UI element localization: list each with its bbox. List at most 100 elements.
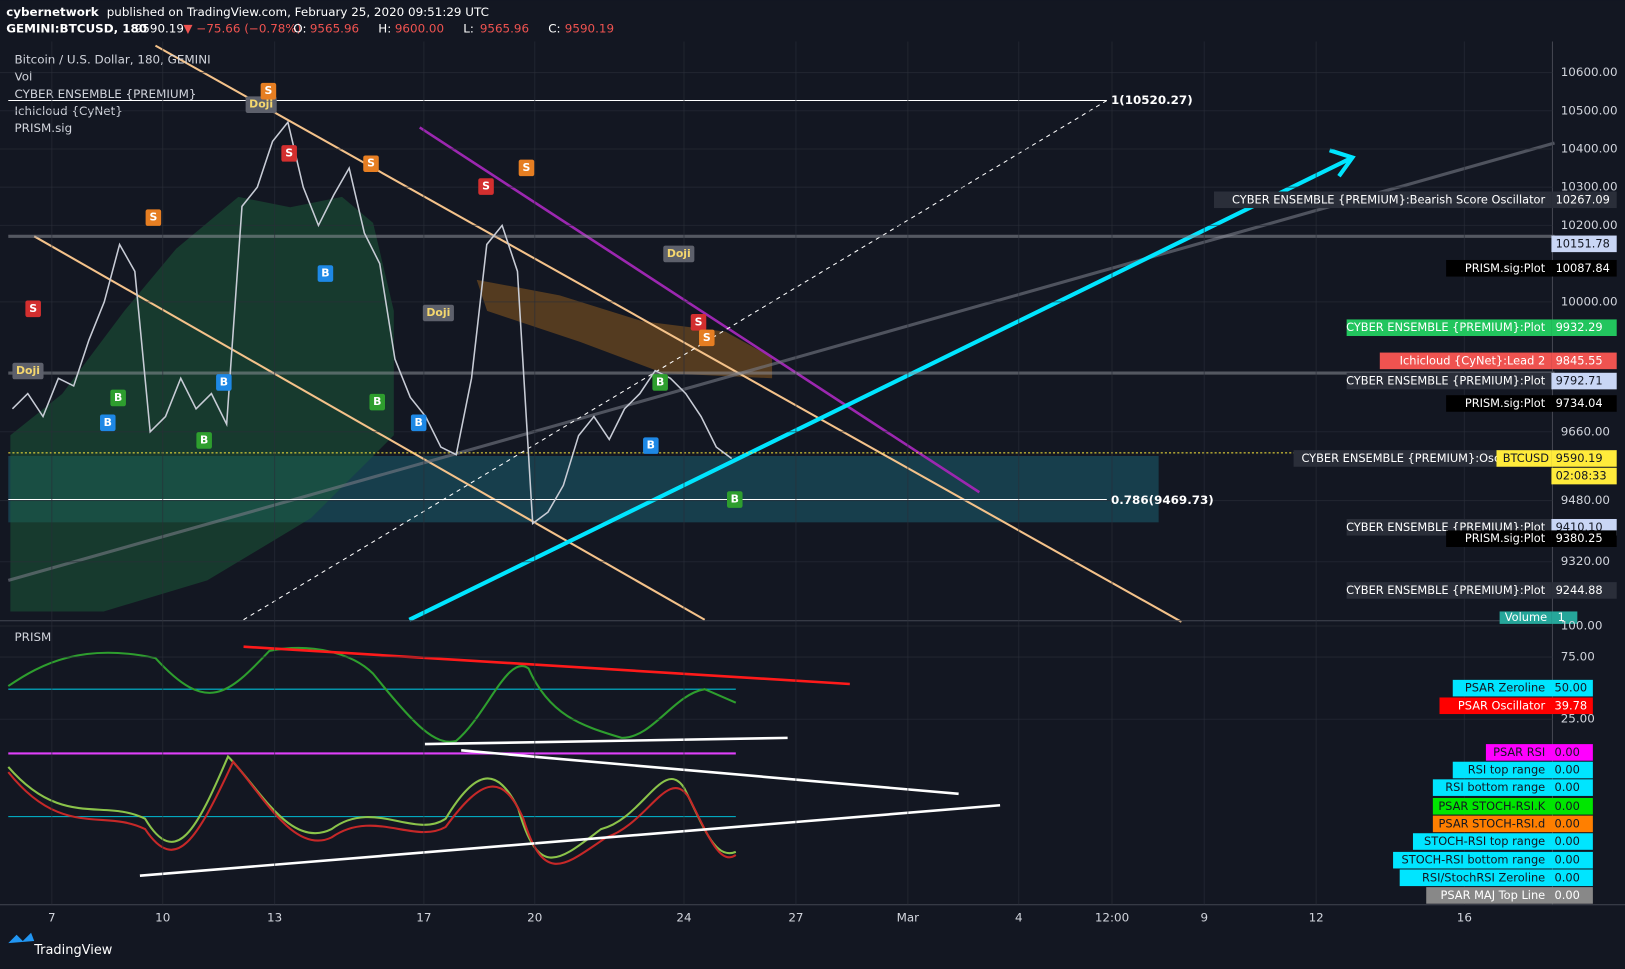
prism-tag-name: PSAR RSI (1493, 745, 1545, 759)
ohlc-key: H: (378, 22, 391, 36)
price-tick-label: 9320.00 (1561, 554, 1610, 568)
stoch-d (7, 759, 737, 865)
psar-oscillator (7, 647, 737, 743)
legend-item: CYBER ENSEMBLE {PREMIUM} (15, 87, 197, 101)
marker-box (12, 362, 44, 380)
marker-box (25, 300, 41, 318)
tag-value: 9734.04 (1556, 396, 1603, 410)
tag-value-box (1551, 235, 1617, 253)
prism-tag-value: 0.00 (1555, 780, 1580, 794)
prism-tag-value: 0.00 (1555, 888, 1580, 902)
tag-value-box (1551, 450, 1617, 467)
tag-name-box (1446, 259, 1552, 277)
prism-tag-name: STOCH-RSI bottom range (1402, 853, 1546, 867)
price-tick-label: 10500.00 (1561, 103, 1618, 117)
price-tick-label: 10200.00 (1561, 218, 1618, 232)
prism-tag-name: PSAR STOCH-RSI.d (1439, 816, 1546, 830)
tag-name: PRISM.sig:Plot (1465, 396, 1546, 410)
pane-title: PRISM (15, 630, 52, 644)
prism-tag-value: 0.00 (1555, 799, 1580, 813)
marker-label: B (220, 375, 228, 388)
marker-box (281, 145, 297, 162)
legend-item: PRISM.sig (15, 121, 73, 135)
marker-label: B (415, 416, 423, 429)
prism-tag-name: PSAR Oscillator (1458, 698, 1546, 712)
marker-label: B (647, 439, 655, 452)
marker-label: S (264, 84, 272, 97)
prism-tick-label: 25.00 (1561, 712, 1595, 726)
marker-label: S (149, 211, 157, 224)
ohlc-key: C: (548, 22, 560, 36)
tag-name-box (1293, 450, 1552, 467)
marker-box (727, 491, 743, 508)
prism-tag-box (1485, 744, 1593, 761)
header-symbol: GEMINI:BTCUSD, 180 (6, 22, 147, 36)
tag-value-box (1551, 191, 1617, 209)
tag-name-box (1213, 191, 1552, 209)
tag-value: 9932.29 (1556, 320, 1603, 334)
ohlc-value: 9565.96 (310, 22, 359, 36)
trend-line (424, 736, 788, 746)
marker-box (690, 314, 707, 331)
prism-tag-value: 39.78 (1555, 698, 1588, 712)
prism-tick-label: 100.00 (1561, 618, 1603, 632)
btc-tag-box (1496, 450, 1552, 467)
prism-tag-value: 0.00 (1555, 834, 1580, 848)
marker-label: B (373, 395, 381, 408)
time-tick-label: 7 (48, 911, 56, 925)
marker-box (369, 393, 386, 411)
prism-tag-box (1412, 833, 1593, 850)
marker-box (100, 414, 116, 432)
prism-tag-name: RSI/StochRSI Zeroline (1422, 870, 1545, 884)
prism-tag-box (1439, 697, 1593, 715)
ohlc-value: 9590.19 (565, 22, 614, 36)
countdown-box (1551, 467, 1617, 485)
marker-box (216, 374, 232, 391)
marker-label: S (285, 146, 293, 159)
prism-tag-box (1432, 779, 1593, 796)
btc-tag: BTCUSD (1503, 451, 1550, 465)
time-tick-label: 12:00 (1095, 911, 1129, 925)
marker-label: B (200, 433, 208, 446)
tag-value-box (1551, 530, 1617, 547)
header-last: 9590.19 (135, 22, 184, 36)
marker-box (410, 414, 427, 432)
prism-tag-name: RSI top range (1468, 763, 1545, 777)
cloud (476, 279, 773, 379)
volume-value-box (1551, 611, 1578, 624)
time-tick-label: 24 (676, 911, 691, 925)
tag-value-box (1551, 319, 1617, 337)
tag-name: Ichicloud {CyNet}:Lead 2 (1400, 353, 1546, 367)
tag-value-box (1551, 259, 1617, 277)
time-tick-label: 13 (267, 911, 282, 925)
price-tick-label: 10300.00 (1561, 180, 1618, 194)
ohlc-key: L: (463, 22, 474, 36)
trend-line (139, 803, 1001, 878)
marker-box (652, 374, 668, 391)
time-tick-label: 10 (155, 911, 170, 925)
time-tick-label: 4 (1015, 911, 1023, 925)
marker-box (422, 304, 454, 322)
tag-name: CYBER ENSEMBLE {PREMIUM}:Bearish Score O… (1232, 192, 1545, 206)
time-tick-label: 27 (788, 911, 803, 925)
tag-value-box (1551, 395, 1617, 412)
tag-value: 9410.10 (1556, 520, 1603, 534)
marker-box (363, 155, 379, 173)
tag-name-box (1379, 352, 1552, 370)
footer-brand: TradingView (33, 943, 113, 958)
prism-tag-value: 0.00 (1555, 816, 1580, 830)
prism-tag-value: 0.00 (1555, 870, 1580, 884)
marker-label: S (29, 302, 37, 315)
marker-label: Doji (249, 98, 273, 111)
marker-box (643, 437, 659, 454)
marker-label: Doji (667, 247, 691, 260)
time-tick-label: 20 (527, 911, 542, 925)
tag-name-box (1346, 372, 1552, 390)
marker-box (699, 329, 715, 347)
prism-tag-value: 0.00 (1555, 745, 1580, 759)
header-published: published on TradingView.com, February 2… (107, 5, 489, 19)
trend-line (33, 235, 706, 621)
marker-label: S (523, 161, 531, 174)
time-tick-label: 17 (416, 911, 431, 925)
